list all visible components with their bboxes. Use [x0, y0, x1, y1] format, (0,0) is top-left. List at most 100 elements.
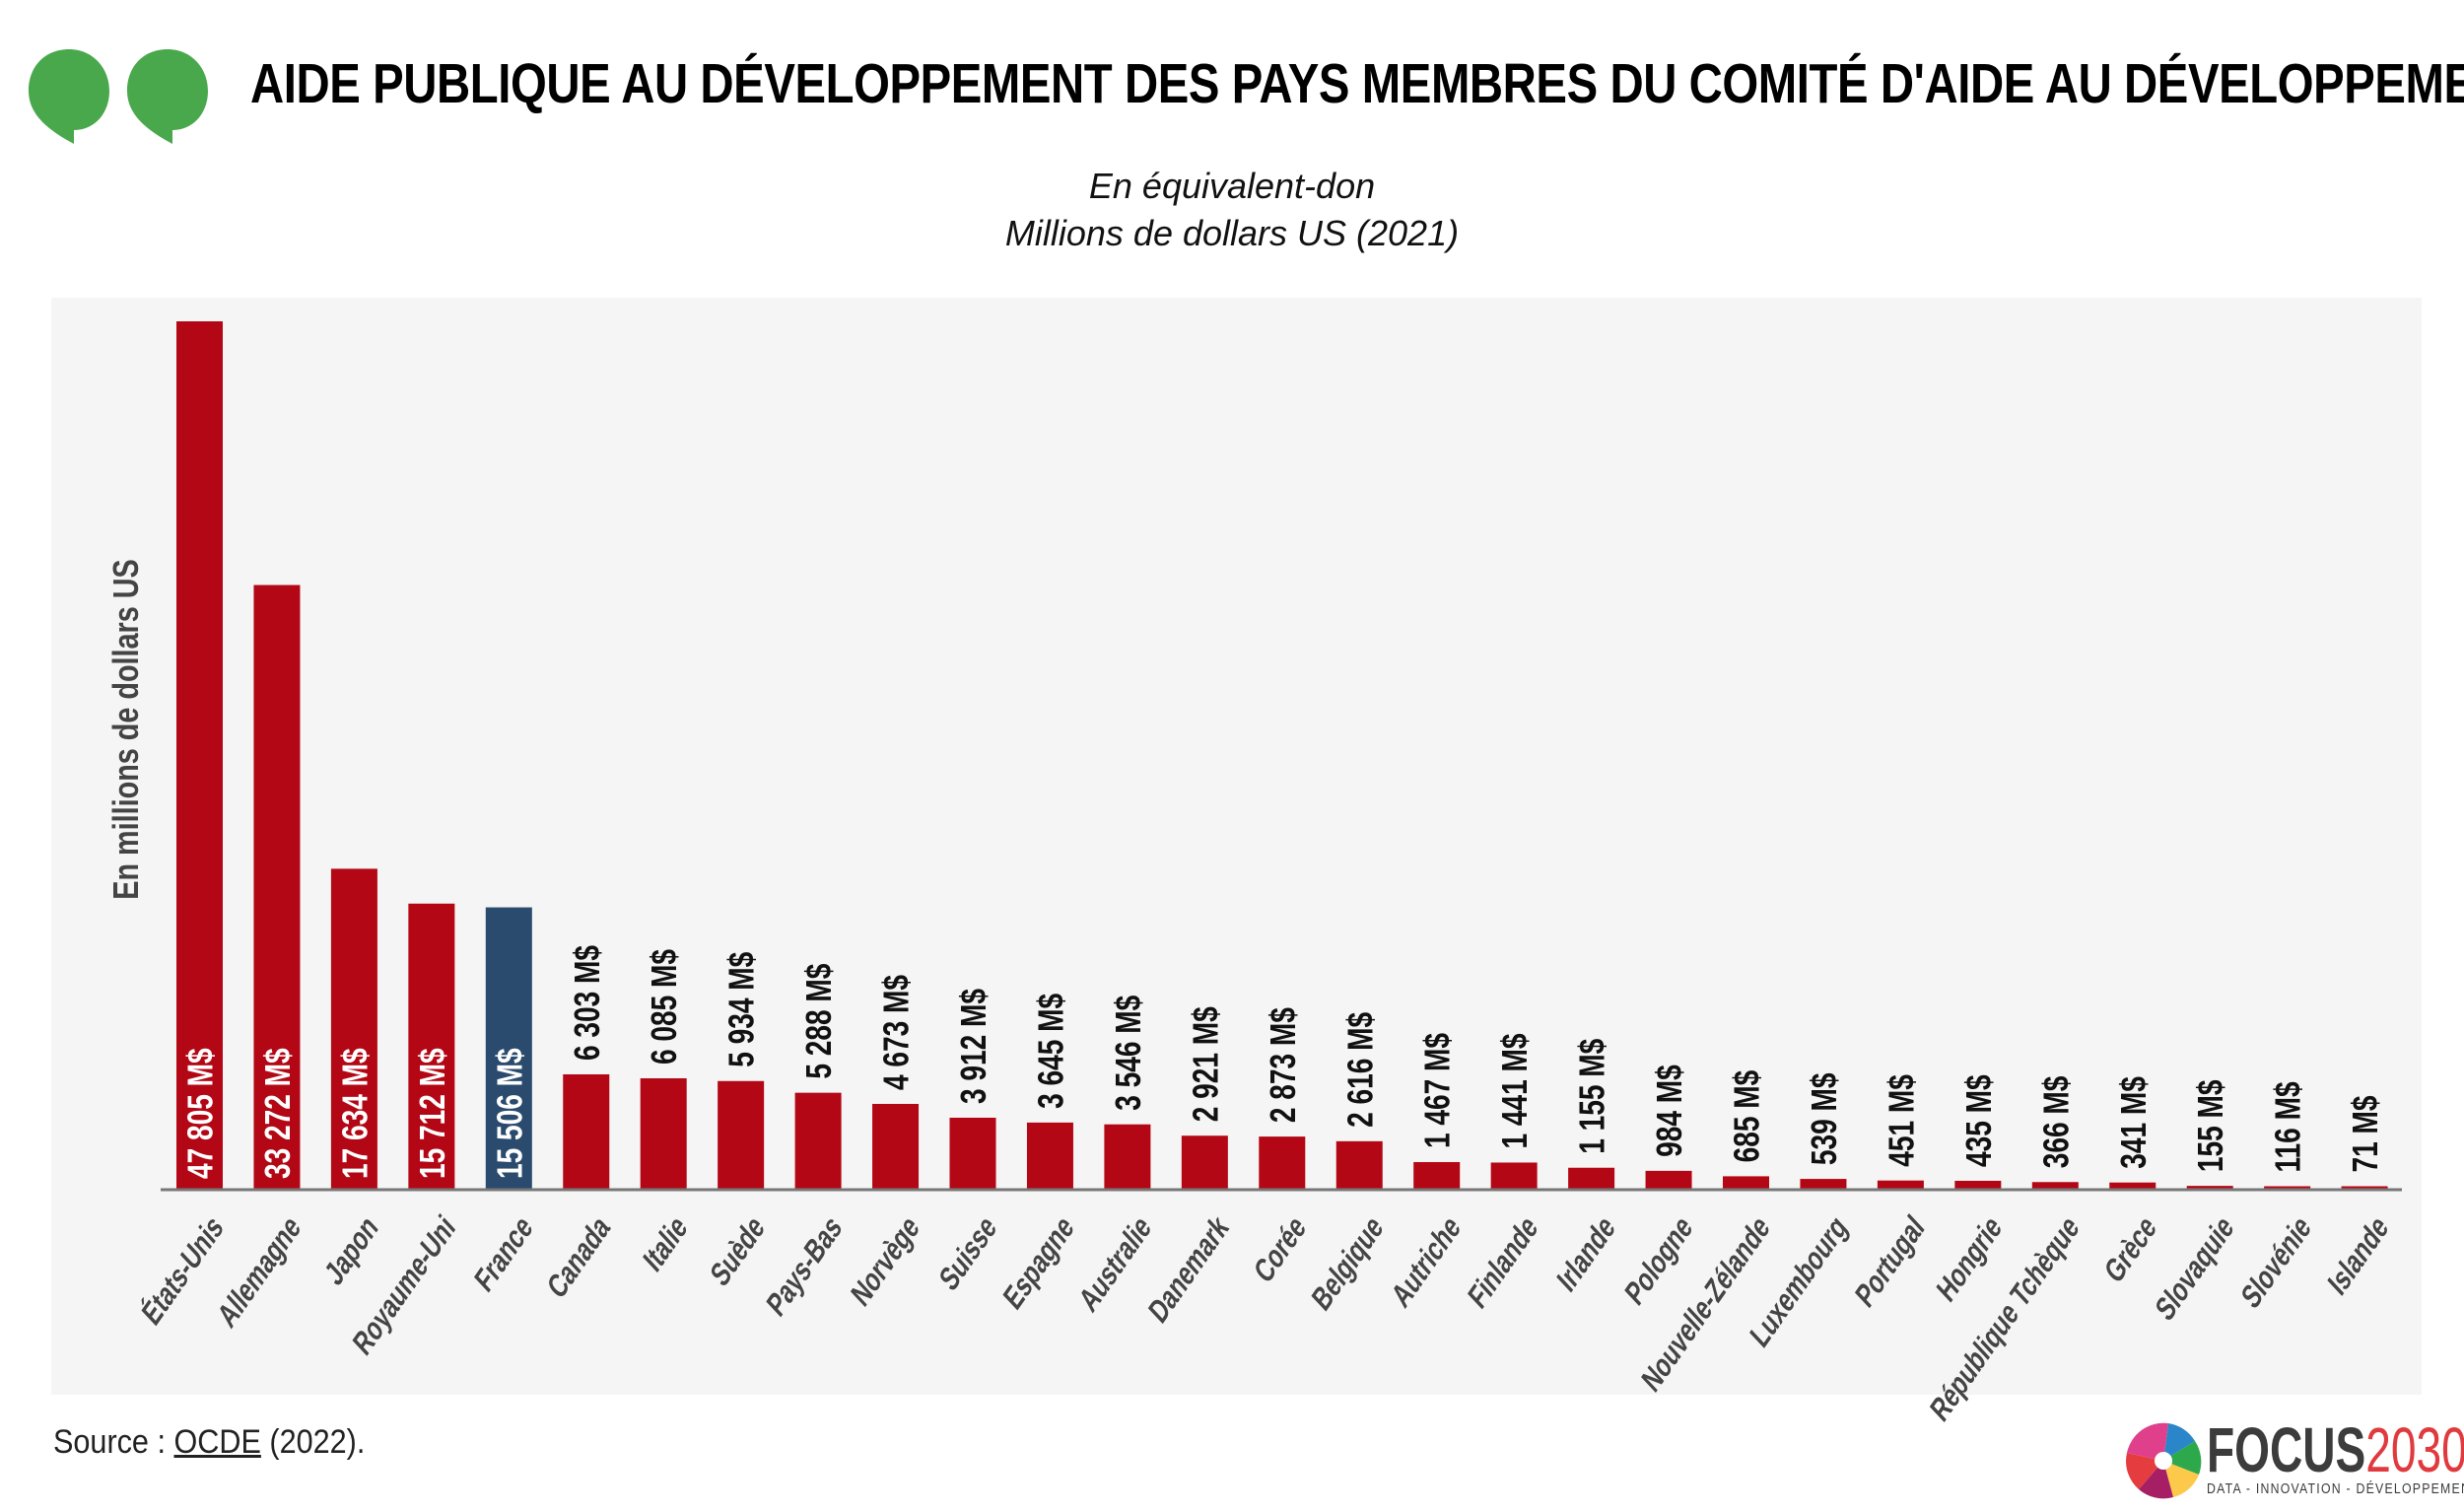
bar-5	[563, 1073, 610, 1189]
aperture-blade-red	[2126, 1453, 2163, 1489]
bar-18	[1568, 1167, 1615, 1189]
value-label-20: 685 M$	[1727, 1070, 1766, 1163]
value-label-26: 155 M$	[2191, 1079, 2230, 1172]
bar-4	[485, 907, 532, 1189]
value-label-0: 47 805 M$	[180, 1048, 220, 1179]
value-label-21: 539 M$	[1805, 1072, 1844, 1165]
quote-bubble-right	[127, 49, 208, 144]
aperture-center	[2155, 1452, 2172, 1470]
source-note: Source : OCDE (2022).	[53, 1423, 365, 1462]
bar-7	[718, 1080, 765, 1189]
chart-subtitle-line2: Millions de dollars US (2021)	[1004, 213, 1460, 253]
value-label-18: 1 155 M$	[1572, 1039, 1611, 1154]
category-label-23: Hongrie	[1931, 1208, 2008, 1310]
value-label-8: 5 288 M$	[799, 964, 839, 1079]
bars-group	[176, 321, 2388, 1189]
category-label-22: Portugal	[1850, 1208, 1931, 1315]
bar-6	[640, 1077, 687, 1189]
logo-tagline: DATA - INNOVATION - DÉVELOPPEMENT	[2207, 1480, 2464, 1497]
value-label-9: 4 673 M$	[876, 975, 916, 1090]
aperture-blade-blue	[2163, 1423, 2195, 1461]
value-label-13: 2 921 M$	[1186, 1006, 1225, 1122]
value-label-12: 3 546 M$	[1109, 996, 1148, 1111]
aperture-blade-green	[2163, 1441, 2202, 1475]
category-label-18: Irlande	[1551, 1208, 1621, 1300]
bar-17	[1490, 1162, 1538, 1189]
source-suffix: (2022).	[260, 1423, 366, 1461]
category-label-17: Finlande	[1463, 1208, 1544, 1317]
category-label-10: Suisse	[933, 1208, 1002, 1299]
category-label-9: Norvège	[846, 1208, 925, 1314]
y-axis-label: En millions de dollars US	[105, 559, 146, 899]
aperture-blade-yellow	[2163, 1461, 2199, 1497]
category-label-7: Suède	[705, 1208, 771, 1294]
chart-panel	[51, 298, 2422, 1395]
bar-23	[1954, 1180, 2002, 1189]
bar-25	[2109, 1182, 2156, 1189]
value-label-14: 2 873 M$	[1263, 1007, 1302, 1123]
value-label-1: 33 272 M$	[258, 1048, 298, 1179]
bar-0	[176, 321, 223, 1189]
aperture-icon	[2126, 1422, 2202, 1499]
chart-subtitle-line1: En équivalent-don	[1088, 166, 1376, 206]
quote-icon-left	[29, 49, 109, 144]
logo-wordmark: FOCUS2030	[2207, 1417, 2464, 1482]
value-label-22: 451 M$	[1882, 1074, 1921, 1167]
bar-28	[2341, 1186, 2388, 1189]
bar-16	[1413, 1161, 1461, 1189]
value-label-16: 1 467 M$	[1417, 1033, 1457, 1148]
logo-word-2030: 2030	[2365, 1414, 2464, 1485]
category-label-5: Canada	[542, 1208, 617, 1307]
value-label-23: 435 M$	[1959, 1074, 1999, 1167]
bar-10	[949, 1117, 996, 1189]
bar-2	[330, 868, 377, 1189]
bar-12	[1104, 1124, 1151, 1189]
category-label-25: Grèce	[2099, 1208, 2163, 1291]
bar-20	[1723, 1176, 1769, 1189]
category-label-6: Italie	[638, 1208, 694, 1279]
bar-8	[794, 1092, 842, 1189]
aperture-blade-pink	[2127, 1422, 2168, 1461]
value-label-7: 5 934 M$	[721, 952, 761, 1067]
bar-1	[253, 584, 301, 1189]
bar-15	[1335, 1140, 1383, 1189]
category-label-27: Slovénie	[2235, 1208, 2317, 1317]
category-label-24: République Tchèque	[1925, 1208, 2086, 1429]
category-label-2: Japon	[319, 1208, 384, 1293]
bar-19	[1645, 1170, 1692, 1189]
category-label-1: Allemagne	[212, 1208, 307, 1336]
bar-3	[408, 903, 455, 1189]
bar-27	[2264, 1186, 2311, 1189]
value-label-28: 71 M$	[2346, 1095, 2385, 1172]
category-label-11: Espagne	[997, 1208, 1080, 1318]
value-label-4: 15 506 M$	[490, 1048, 529, 1179]
category-label-14: Corée	[1249, 1208, 1313, 1291]
value-label-25: 341 M$	[2113, 1076, 2153, 1169]
category-label-13: Danemark	[1143, 1208, 1235, 1331]
value-label-5: 6 303 M$	[567, 945, 606, 1061]
focus2030-logo: FOCUS2030 DATA - INNOVATION - DÉVELOPPEM…	[2124, 1417, 2464, 1506]
value-label-24: 366 M$	[2036, 1076, 2076, 1169]
category-label-4: France	[469, 1208, 539, 1300]
category-label-16: Autriche	[1386, 1208, 1467, 1315]
bar-26	[2186, 1186, 2233, 1189]
value-label-11: 3 645 M$	[1031, 994, 1070, 1109]
value-label-10: 3 912 M$	[954, 989, 993, 1104]
bar-14	[1259, 1136, 1306, 1189]
value-label-15: 2 616 M$	[1340, 1012, 1380, 1128]
bar-13	[1181, 1135, 1228, 1189]
value-label-19: 984 M$	[1650, 1065, 1689, 1157]
bar-11	[1026, 1122, 1073, 1189]
source-link-ocde[interactable]: OCDE	[173, 1423, 261, 1461]
value-label-2: 17 634 M$	[335, 1048, 375, 1179]
source-prefix: Source :	[53, 1423, 174, 1461]
aperture-blade-purple	[2139, 1461, 2173, 1499]
bar-24	[2031, 1182, 2079, 1189]
category-label-15: Belgique	[1306, 1208, 1389, 1319]
category-label-26: Slovaquie	[2150, 1208, 2239, 1329]
value-label-17: 1 441 M$	[1495, 1033, 1535, 1148]
logo-word-focus: FOCUS	[2207, 1414, 2366, 1485]
value-label-3: 15 712 M$	[413, 1048, 452, 1179]
